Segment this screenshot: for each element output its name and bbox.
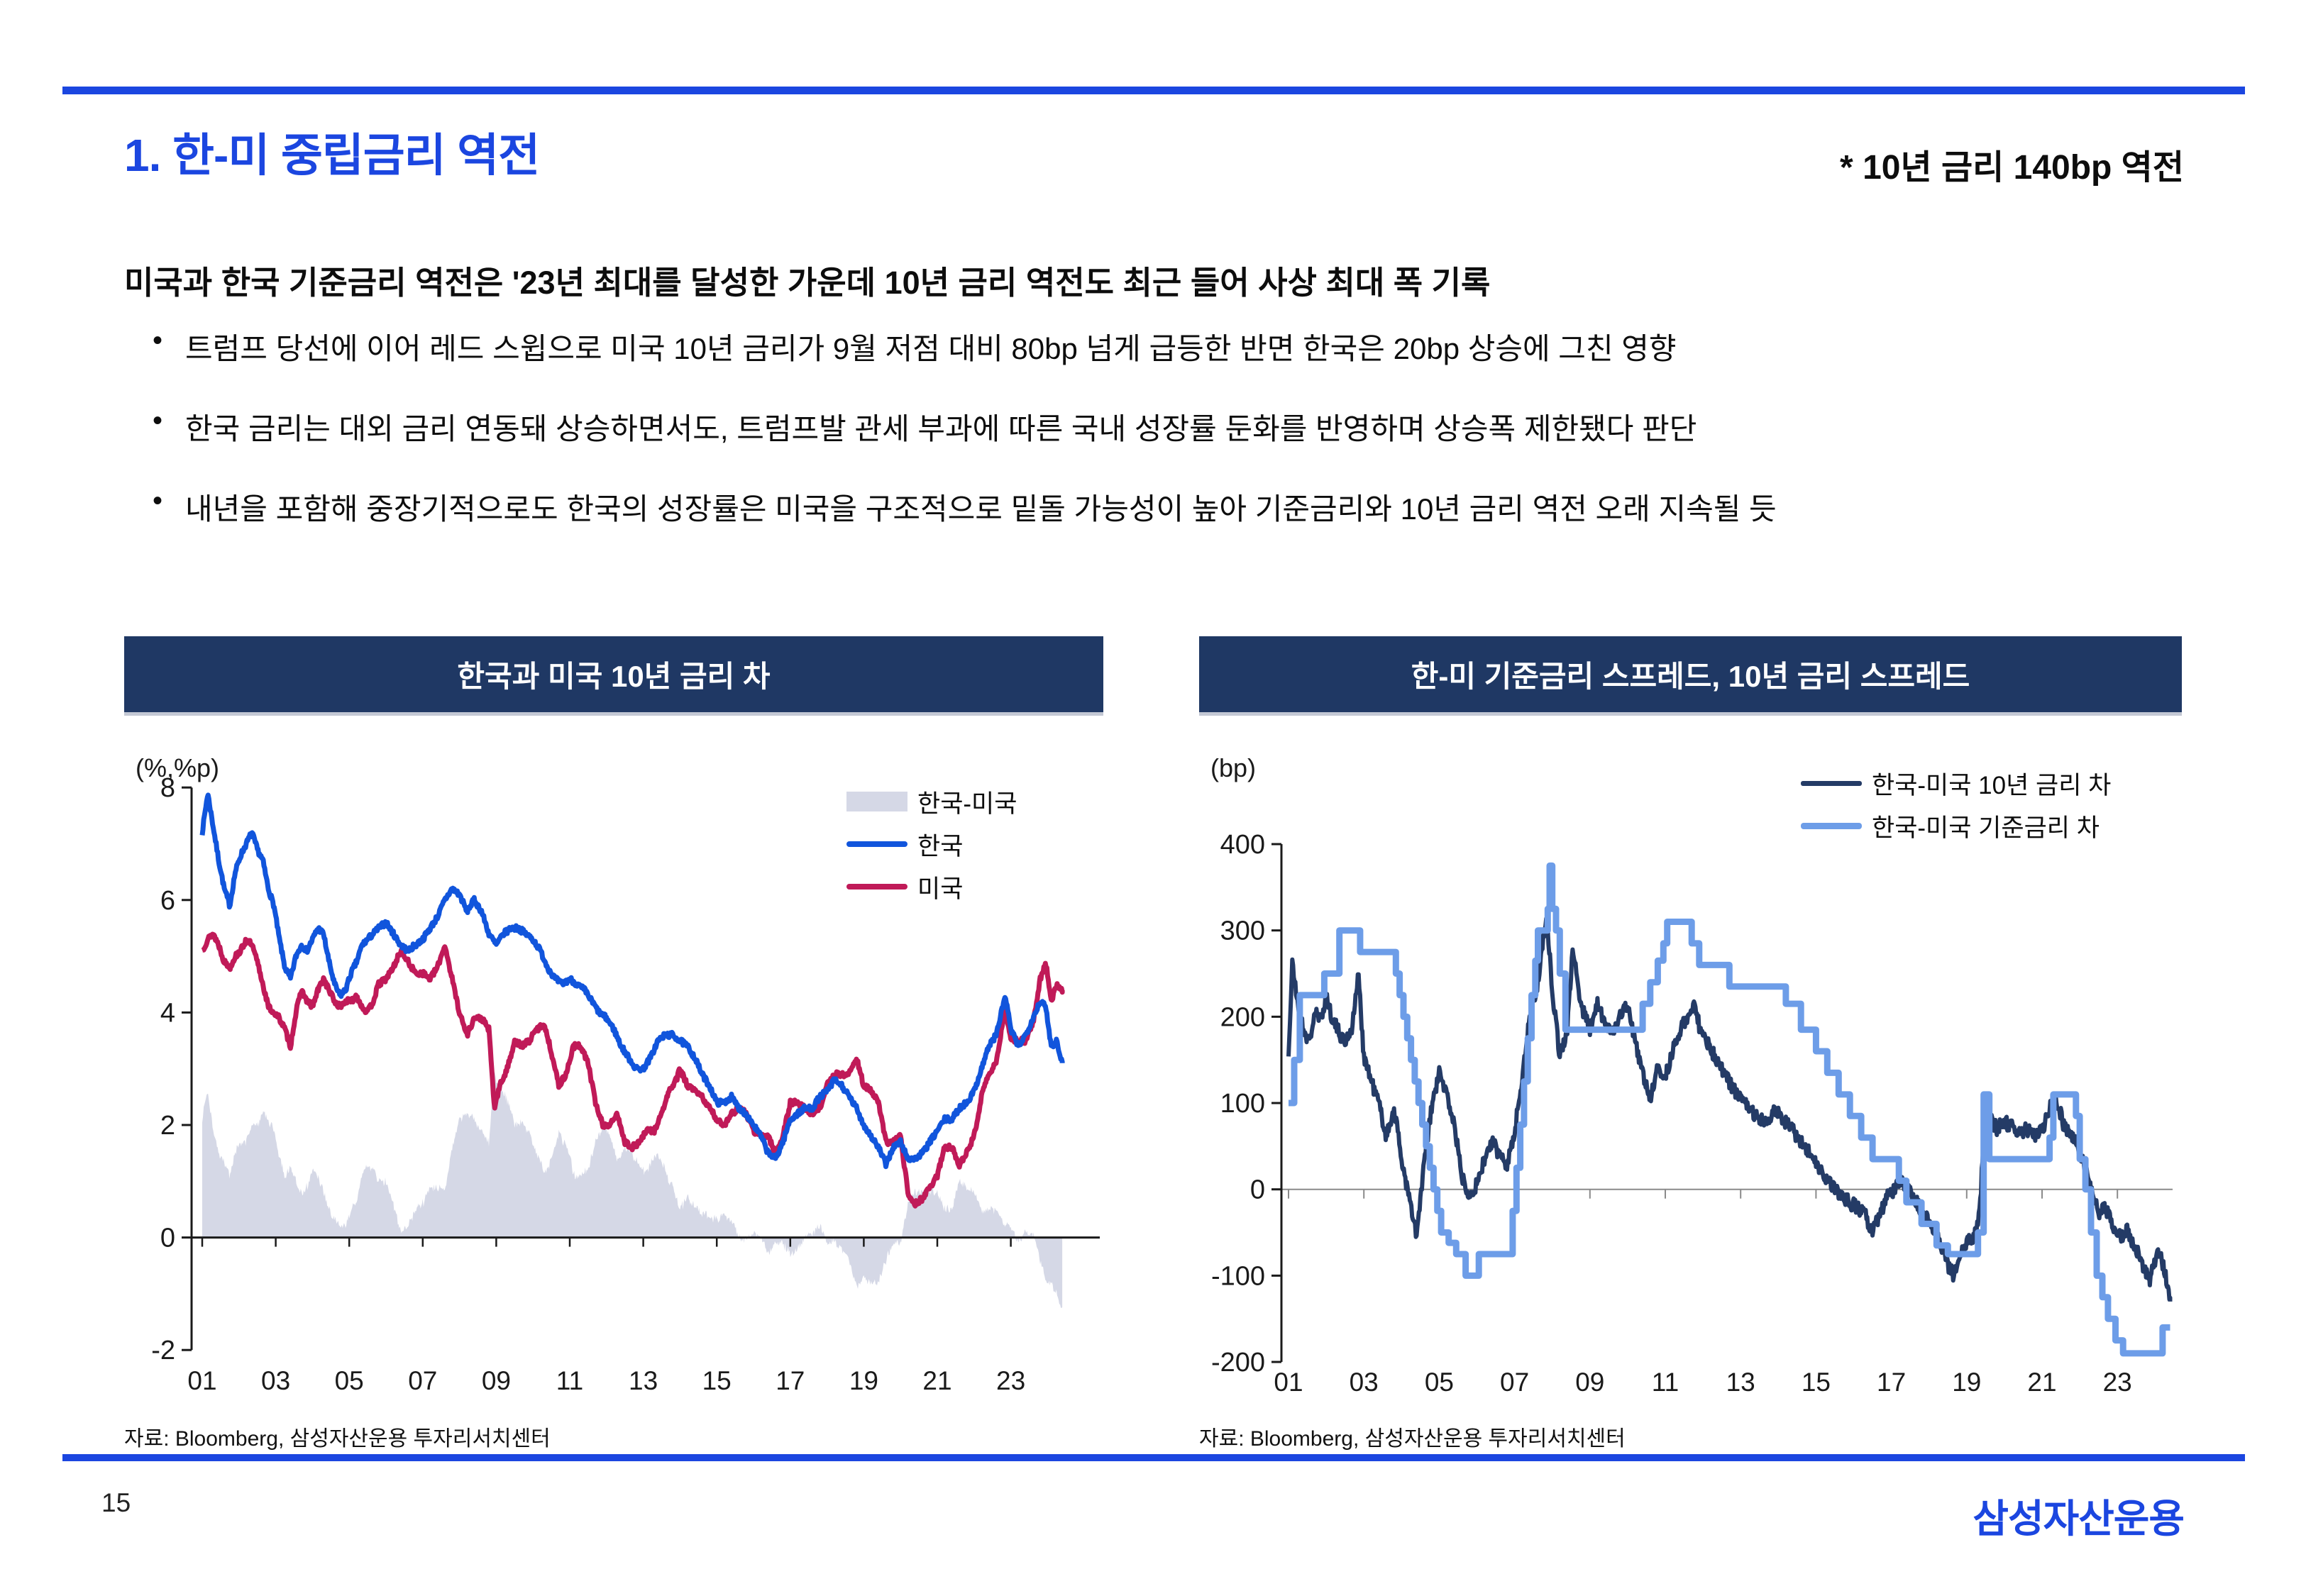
x-tick-label: 23: [2103, 1368, 2132, 1397]
x-tick-label: 19: [849, 1366, 878, 1395]
y-tick-label: 200: [1220, 1002, 1265, 1032]
us-10y-line: [200, 931, 1065, 1209]
x-tick-label: 01: [187, 1366, 216, 1395]
spread-area: [202, 1072, 1063, 1311]
legend-label: 한국-미국 10년 금리 차: [1872, 771, 2112, 799]
right-chart-canvas: 01 03 05 07 09 11 13 15 17 19 21 23 400 300 200 100 0 -10…: [1211, 830, 2173, 1397]
page-number: 15: [101, 1488, 131, 1517]
x-tick-label: 05: [335, 1366, 364, 1395]
x-tick-label: 11: [1652, 1368, 1679, 1397]
bullet-item: 한국 금리는 대외 금리 연동돼 상승하면서도, 트럼프발 관세 부과에 따른 …: [153, 405, 2253, 448]
top-rule: [62, 87, 2245, 94]
left-chart: 01 03 05 07 09 11 13 15 17 19 21 23 8 6 4 2 0 -2 (%,%p) 한…: [124, 752, 1103, 1404]
x-tick-label: 21: [922, 1366, 951, 1395]
x-tick-label: 19: [1952, 1368, 1981, 1397]
y-tick-label: 6: [160, 886, 175, 916]
left-y-unit: (%,%p): [136, 753, 220, 782]
left-chart-canvas: 01 03 05 07 09 11 13 15 17 19 21 23 8 6 4 2 0 -2: [151, 773, 1100, 1395]
us-line-swatch-icon: [846, 884, 907, 890]
x-tick-label: 07: [1500, 1368, 1529, 1397]
slide-heading: 미국과 한국 기준금리 역전은 '23년 최대를 달성한 가운데 10년 금리 …: [124, 265, 1491, 301]
left-chart-source: 자료: Bloomberg, 삼성자산운용 투자리서치센터: [124, 1427, 551, 1451]
page-title: 1. 한-미 중립금리 역전: [124, 130, 540, 181]
y-tick-label: 100: [1220, 1089, 1265, 1119]
y-tick-label: 8: [160, 773, 175, 803]
x-tick-label: 01: [1274, 1368, 1303, 1397]
y-tick-label: 0: [1250, 1175, 1265, 1205]
y-tick-label: -100: [1211, 1261, 1265, 1291]
left-chart-title: 한국과 미국 10년 금리 차: [124, 636, 1103, 716]
bullet-item: 트럼프 당선에 이어 레드 스윕으로 미국 10년 금리가 9월 저점 대비 8…: [153, 325, 2253, 368]
tenyear-spread-line: [1286, 916, 2173, 1302]
x-tick-label: 05: [1425, 1368, 1454, 1397]
korea-line-swatch-icon: [846, 841, 907, 847]
tenyear-spread-swatch-icon: [1801, 780, 1862, 786]
y-tick-label: 300: [1220, 916, 1265, 946]
right-chart: 01 03 05 07 09 11 13 15 17 19 21 23 400 300 200 100 0 -10…: [1199, 752, 2182, 1404]
legend-item: 한국: [846, 823, 1017, 865]
legend-item: 한국-미국: [846, 780, 1017, 823]
right-chart-legend: 한국-미국 10년 금리 차 한국-미국 기준금리 차: [1801, 762, 2111, 847]
legend-item: 미국: [846, 865, 1017, 908]
x-tick-label: 13: [1726, 1368, 1755, 1397]
x-tick-label: 09: [1575, 1368, 1604, 1397]
right-y-unit: (bp): [1210, 753, 1257, 782]
policy-spread-line: [1289, 862, 2170, 1357]
legend-item: 한국-미국 기준금리 차: [1801, 804, 2111, 847]
y-tick-label: -200: [1211, 1348, 1265, 1378]
x-tick-label: 15: [1802, 1368, 1831, 1397]
y-tick-label: 400: [1220, 830, 1265, 860]
policy-spread-swatch-icon: [1801, 822, 1862, 829]
right-chart-title: 한-미 기준금리 스프레드, 10년 금리 스프레드: [1199, 636, 2182, 716]
samsung-asset-management-logo: 삼성자산운용: [1973, 1497, 2185, 1541]
x-tick-label: 09: [482, 1366, 511, 1395]
x-tick-label: 21: [2027, 1368, 2056, 1397]
left-chart-legend: 한국-미국 한국 미국: [846, 780, 1017, 908]
x-tick-label: 07: [408, 1366, 437, 1395]
legend-label: 한국-미국: [917, 789, 1017, 818]
area-swatch-icon: [846, 792, 907, 811]
title-note: * 10년 금리 140bp 역전: [1840, 149, 2184, 187]
x-tick-label: 15: [702, 1366, 732, 1395]
x-tick-label: 11: [556, 1366, 583, 1395]
y-tick-label: -2: [151, 1336, 175, 1365]
x-tick-label: 03: [261, 1366, 290, 1395]
y-tick-label: 2: [160, 1111, 175, 1141]
y-tick-label: 0: [160, 1224, 175, 1253]
x-tick-label: 17: [1877, 1368, 1906, 1397]
x-tick-label: 13: [629, 1366, 658, 1395]
bullet-item: 내년을 포함해 중장기적으로도 한국의 성장률은 미국을 구조적으로 밑돌 가능…: [153, 485, 2253, 528]
x-tick-label: 17: [776, 1366, 805, 1395]
legend-label: 한국-미국 기준금리 차: [1872, 814, 2100, 842]
x-tick-label: 23: [996, 1366, 1025, 1395]
bullet-list: 트럼프 당선에 이어 레드 스윕으로 미국 10년 금리가 9월 저점 대비 8…: [153, 325, 2253, 565]
legend-label: 한국: [917, 832, 964, 860]
legend-label: 미국: [917, 875, 964, 903]
x-tick-label: 03: [1350, 1368, 1379, 1397]
korea-10y-line: [199, 792, 1065, 1170]
y-tick-label: 4: [160, 998, 175, 1028]
right-chart-source: 자료: Bloomberg, 삼성자산운용 투자리서치센터: [1199, 1427, 1626, 1451]
legend-item: 한국-미국 10년 금리 차: [1801, 762, 2111, 804]
bottom-rule: [62, 1454, 2245, 1461]
